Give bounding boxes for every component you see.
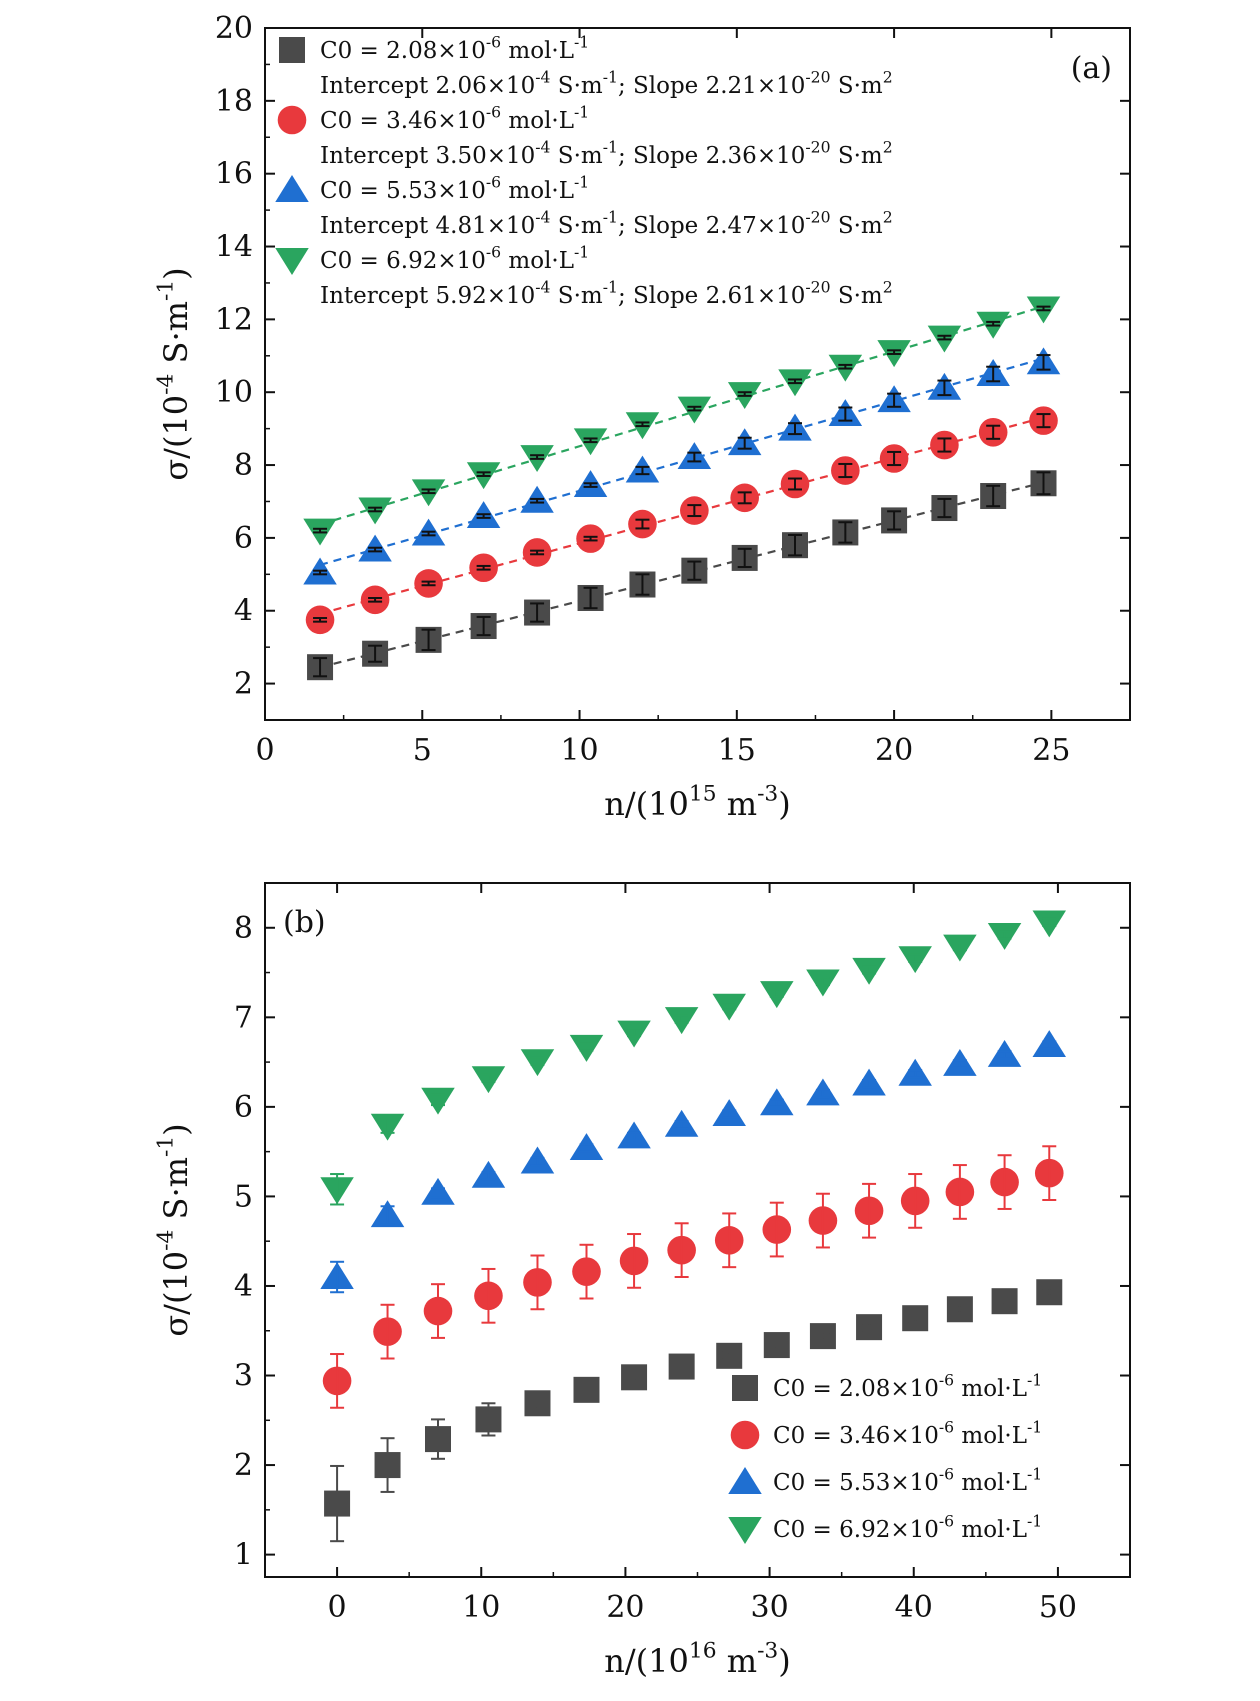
legend-label: C0 = 3.46×10-6 mol·L-1 [773, 1418, 1042, 1449]
y-axis-title: σ/(10-4 S·m-1) [154, 267, 195, 480]
x-tick-label: 10 [560, 733, 598, 768]
x-tick-label: 40 [895, 1590, 933, 1625]
y-tick-label: 6 [234, 1090, 253, 1125]
y-tick-label: 3 [234, 1359, 253, 1394]
y-tick-label: 20 [215, 11, 253, 46]
y-tick-label: 14 [215, 230, 253, 265]
y-tick-label: 2 [234, 667, 253, 702]
y-tick-label: 7 [234, 1000, 253, 1035]
legend-marker-circle [730, 1420, 760, 1450]
legend-fit-text: Intercept 4.81×10-4 S·m-1; Slope 2.47×10… [320, 208, 893, 239]
legend-label: C0 = 6.92×10-6 mol·L-1 [320, 243, 589, 274]
legend-marker-circle [277, 105, 307, 135]
x-tick-label: 0 [255, 733, 274, 768]
legend-marker-triangle-down [275, 248, 309, 275]
legend: C0 = 2.08×10-6 mol·L-1 Intercept 2.06×10-… [275, 33, 893, 309]
y-tick-label: 5 [234, 1179, 253, 1214]
y-tick-label: 1 [234, 1538, 253, 1573]
legend-fit-text: Intercept 5.92×10-4 S·m-1; Slope 2.61×10… [320, 278, 893, 309]
x-tick-label: 50 [1039, 1590, 1077, 1625]
y-tick-label: 10 [215, 375, 253, 410]
x-tick-label: 0 [328, 1590, 347, 1625]
y-tick-label: 8 [234, 448, 253, 483]
series-square [307, 470, 1057, 681]
y-tick-label: 12 [215, 302, 253, 337]
legend-marker-square [279, 37, 305, 63]
panel-label: (b) [283, 905, 326, 940]
series-circle [305, 406, 1058, 635]
legend-label: C0 = 6.92×10-6 mol·L-1 [773, 1512, 1042, 1543]
legend: C0 = 2.08×10-6 mol·L-1 C0 = 3.46×10-6 mol… [728, 1371, 1042, 1544]
legend-marker-triangle-down [728, 1517, 762, 1544]
y-tick-label: 4 [234, 1269, 253, 1304]
legend-fit-text: Intercept 3.50×10-4 S·m-1; Slope 2.36×10… [320, 138, 893, 169]
plot-frame [264, 27, 1131, 721]
series-triangle-down [303, 296, 1061, 546]
series-triangle-up [320, 1030, 1067, 1294]
panel-a-plot: 0 5 10 15 20 25 2 4 6 8 10 12 14 16 18 20 n/(1015 m-3) σ/… [154, 11, 1131, 823]
panel-label: (a) [1071, 51, 1112, 86]
series-triangle-down [320, 910, 1067, 1206]
x-tick-label: 15 [718, 733, 756, 768]
y-tick-label: 18 [215, 84, 253, 119]
y-tick-label: 6 [234, 521, 253, 556]
x-tick-label: 5 [413, 733, 432, 768]
legend-marker-triangle-up [275, 175, 309, 202]
legend-marker-square [732, 1375, 758, 1401]
y-tick-label: 2 [234, 1448, 253, 1483]
y-tick-label: 16 [215, 157, 253, 192]
legend-label: C0 = 5.53×10-6 mol·L-1 [773, 1465, 1042, 1496]
y-tick-label: 8 [234, 911, 253, 946]
y-axis-title: σ/(10-4 S·m-1) [154, 1123, 195, 1336]
series-square [324, 1279, 1063, 1543]
x-tick-label: 25 [1032, 733, 1070, 768]
x-axis-title: n/(1016 m-3) [604, 1639, 790, 1680]
x-tick-label: 20 [606, 1590, 644, 1625]
legend-fit-text: Intercept 2.06×10-4 S·m-1; Slope 2.21×10… [320, 68, 893, 99]
x-tick-label: 20 [875, 733, 913, 768]
series-circle [322, 1145, 1064, 1409]
x-tick-label: 30 [750, 1590, 788, 1625]
x-tick-label: 10 [462, 1590, 500, 1625]
legend-label: C0 = 2.08×10-6 mol·L-1 [773, 1371, 1042, 1402]
series-triangle-up [303, 347, 1061, 585]
fit-line [319, 481, 1044, 669]
panel-b-plot: 0 10 20 30 40 50 1 2 3 4 5 6 7 8 n/(1016 m-3) σ/(10-4 S… [154, 882, 1131, 1680]
x-axis-title: n/(1015 m-3) [604, 782, 790, 823]
legend-marker-triangle-up [728, 1467, 762, 1494]
legend-label: C0 = 3.46×10-6 mol·L-1 [320, 103, 589, 134]
y-tick-label: 4 [234, 594, 253, 629]
legend-label: C0 = 2.08×10-6 mol·L-1 [320, 33, 589, 64]
legend-label: C0 = 5.53×10-6 mol·L-1 [320, 173, 589, 204]
